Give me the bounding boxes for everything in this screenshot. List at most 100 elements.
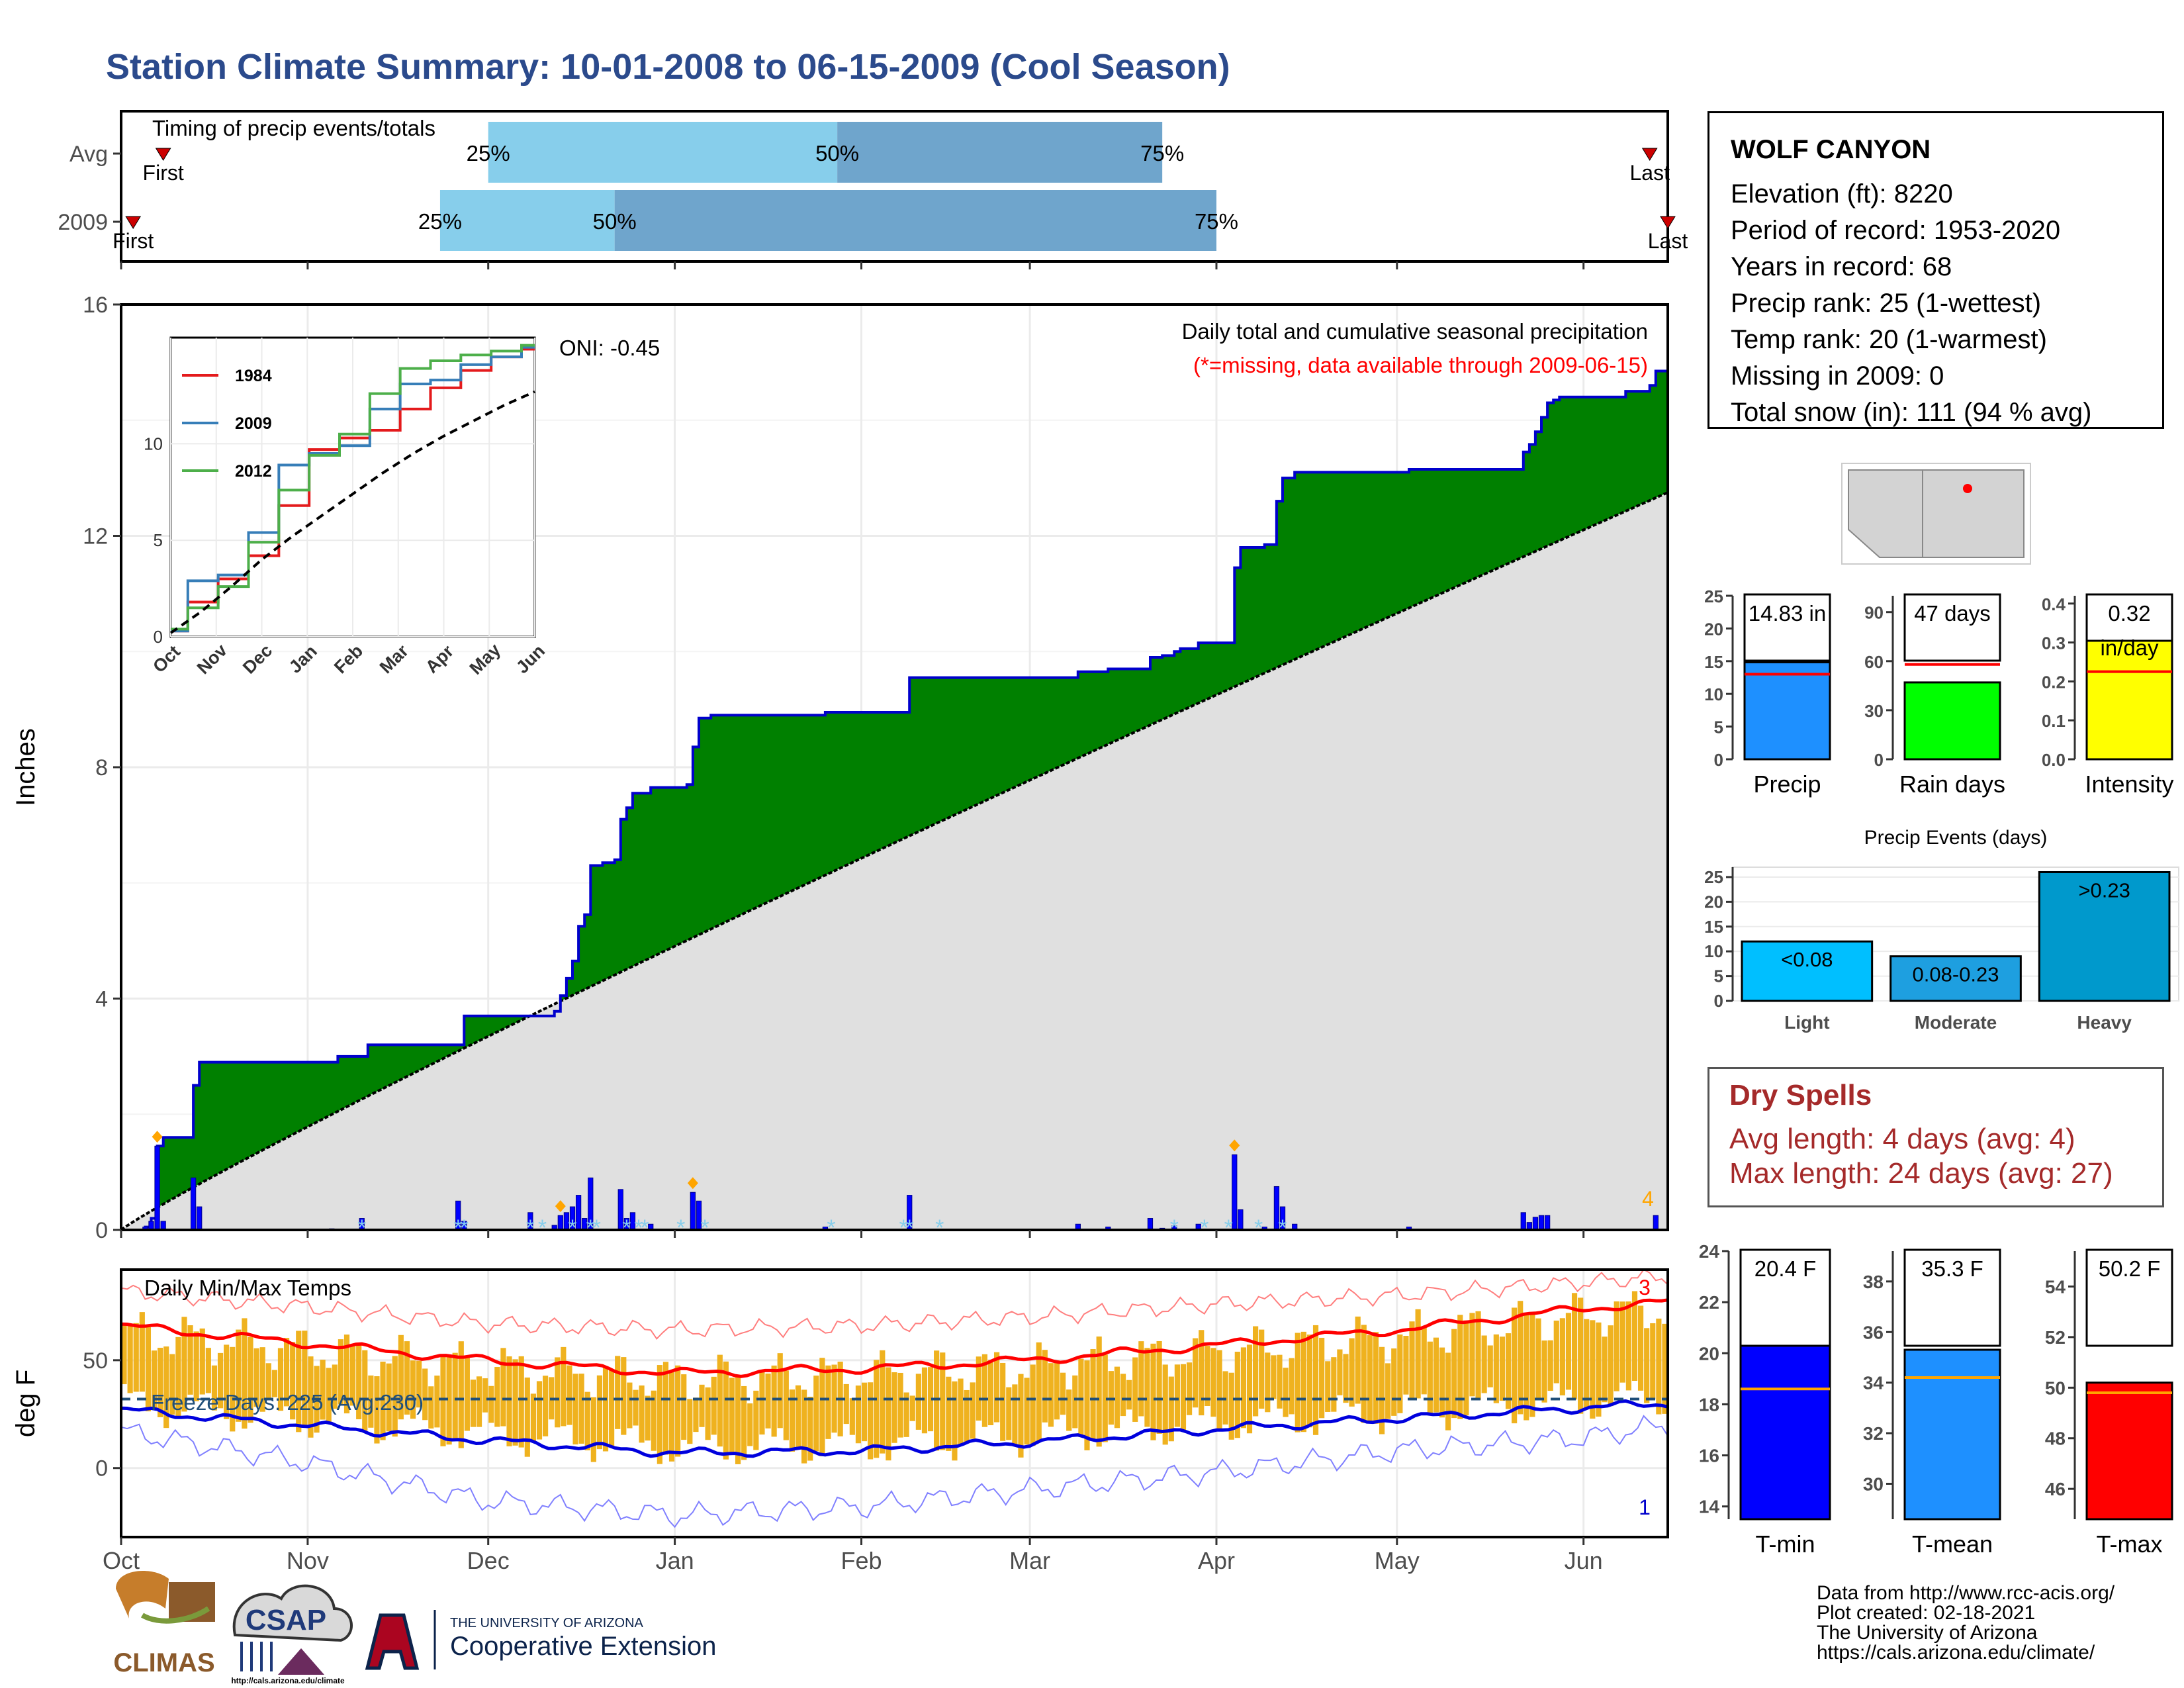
daily-temp-bar — [1054, 1360, 1060, 1420]
daily-temp-bar — [1602, 1336, 1608, 1403]
timing-row-label: 2009 — [58, 210, 108, 235]
missing-marker: * — [634, 1215, 643, 1241]
daily-temp-bar — [1060, 1372, 1066, 1415]
daily-temp-bar — [1535, 1318, 1541, 1399]
daily-temp-bar — [668, 1370, 675, 1462]
daily-temp-bar — [615, 1356, 621, 1429]
timing-pct-label: 50% — [593, 209, 637, 234]
daily-temp-bar — [1234, 1351, 1240, 1438]
daily-temp-bar — [1138, 1341, 1144, 1417]
daily-temp-bar — [1090, 1348, 1096, 1441]
temp-summary-0-value-label: 20.4 F — [1754, 1256, 1817, 1281]
missing-marker: * — [827, 1215, 835, 1241]
record-high-count: 3 — [1639, 1276, 1651, 1299]
daily-temp-bar — [175, 1336, 181, 1417]
daily-temp-bar — [789, 1389, 796, 1452]
events-category-label: Heavy — [2077, 1012, 2132, 1033]
timing-bar-25-50 — [439, 190, 615, 251]
precip-summary-2-ytick-label: 0.3 — [2042, 633, 2066, 653]
daily-temp-bar — [1361, 1325, 1367, 1423]
station-name: WOLF CANYON — [1731, 135, 1931, 164]
daily-temp-bar — [121, 1323, 127, 1385]
daily-temp-bar — [723, 1361, 729, 1460]
daily-temp-bar — [1493, 1334, 1499, 1403]
daily-temp-bar — [482, 1378, 488, 1413]
daily-temp-bar — [741, 1385, 747, 1460]
station-period: Period of record: 1953-2020 — [1731, 216, 2061, 245]
daily-temp-bar — [1505, 1333, 1512, 1409]
temp-summary-2-ytick-label: 50 — [2045, 1378, 2066, 1398]
daily-temp-bar — [849, 1398, 855, 1435]
daily-temp-bar — [1180, 1364, 1187, 1431]
daily-temp-bar — [1547, 1340, 1553, 1391]
timing-marker-label: Last — [1648, 229, 1688, 253]
avg-min-line — [120, 1399, 1668, 1458]
daily-temp-bar — [753, 1390, 759, 1450]
daily-precip-bar — [557, 1215, 563, 1231]
inset-legend-label: 2012 — [235, 462, 272, 481]
heavy-event-marker — [152, 1131, 163, 1143]
daily-temp-bar — [1174, 1364, 1180, 1427]
daily-temp-bar — [1199, 1330, 1205, 1416]
daily-temp-bar — [392, 1356, 398, 1437]
events-bar-light — [1741, 940, 1874, 1002]
daily-temp-bar — [693, 1397, 699, 1432]
daily-temp-bar — [380, 1362, 386, 1440]
daily-temp-bar — [946, 1376, 952, 1451]
inset-legend-label: 2009 — [235, 414, 272, 433]
daily-temp-bar — [1409, 1321, 1415, 1400]
events-title: Precip Events (days) — [1864, 827, 2048, 849]
timing-bar-50-75 — [614, 190, 1216, 251]
daily-temp-bar — [897, 1372, 903, 1438]
daily-temp-bar — [1343, 1354, 1349, 1403]
station-elevation: Elevation (ft): 8220 — [1731, 179, 1953, 209]
daily-temp-bar — [578, 1374, 584, 1444]
daily-temp-bar — [831, 1364, 837, 1433]
daily-temp-bar — [1373, 1332, 1379, 1424]
temp-summary-2-ytick-label: 48 — [2045, 1429, 2066, 1449]
precip-summary-0-ytick-label: 5 — [1714, 718, 1723, 737]
daily-temp-bar — [151, 1350, 158, 1411]
daily-temp-bar — [927, 1367, 934, 1432]
oni-label: ONI: -0.45 — [559, 336, 660, 360]
timing-row-label: Avg — [69, 142, 108, 167]
daily-temp-bar — [1168, 1376, 1174, 1442]
missing-marker: * — [592, 1215, 601, 1241]
daily-temp-bar — [1312, 1325, 1319, 1435]
daily-temp-bar — [446, 1357, 452, 1445]
inset-series-line-2009 — [171, 346, 535, 633]
daily-temp-bar — [964, 1389, 970, 1442]
daily-temp-bar — [1265, 1352, 1271, 1413]
daily-temp-bar — [1150, 1343, 1156, 1440]
heavy-event-marker — [555, 1200, 566, 1213]
daily-temp-bar — [651, 1390, 657, 1451]
precip-y-axis-label: Inches — [11, 728, 40, 806]
daily-temp-bar — [807, 1396, 813, 1461]
temp-summary-1-value-box — [1903, 1248, 2001, 1347]
daily-temp-bar — [717, 1354, 723, 1447]
month-label: Apr — [1198, 1547, 1235, 1574]
daily-temp-bar — [1590, 1320, 1596, 1419]
daily-temp-bar — [1439, 1347, 1445, 1418]
temp-summary-0-ytick-label: 24 — [1699, 1241, 1720, 1262]
heavy-event-marker — [687, 1177, 698, 1190]
daily-temp-bar — [440, 1355, 446, 1446]
precip-summary-0-value-box — [1743, 593, 1831, 662]
daily-temp-bar — [1126, 1380, 1132, 1410]
temp-summary-0-name: T-min — [1756, 1530, 1815, 1558]
credit-source: Data from http://www.rcc-acis.org/ — [1817, 1582, 2115, 1604]
temp-summary-0-ytick-label: 14 — [1699, 1497, 1720, 1517]
daily-precip-bar — [154, 1145, 160, 1231]
daily-temp-bar — [813, 1376, 819, 1452]
precip-summary-0-ytick-label: 15 — [1704, 652, 1723, 672]
daily-temp-bar — [145, 1327, 152, 1412]
daily-temp-bar — [236, 1329, 242, 1422]
daily-temp-bar — [386, 1363, 392, 1432]
events-ytick-label: 0 — [1714, 991, 1723, 1011]
daily-temp-bar — [343, 1335, 350, 1414]
daily-temp-bar — [1463, 1320, 1469, 1416]
daily-temp-bar — [981, 1354, 987, 1427]
daily-temp-bar — [1355, 1316, 1361, 1404]
month-label: Nov — [287, 1547, 329, 1574]
